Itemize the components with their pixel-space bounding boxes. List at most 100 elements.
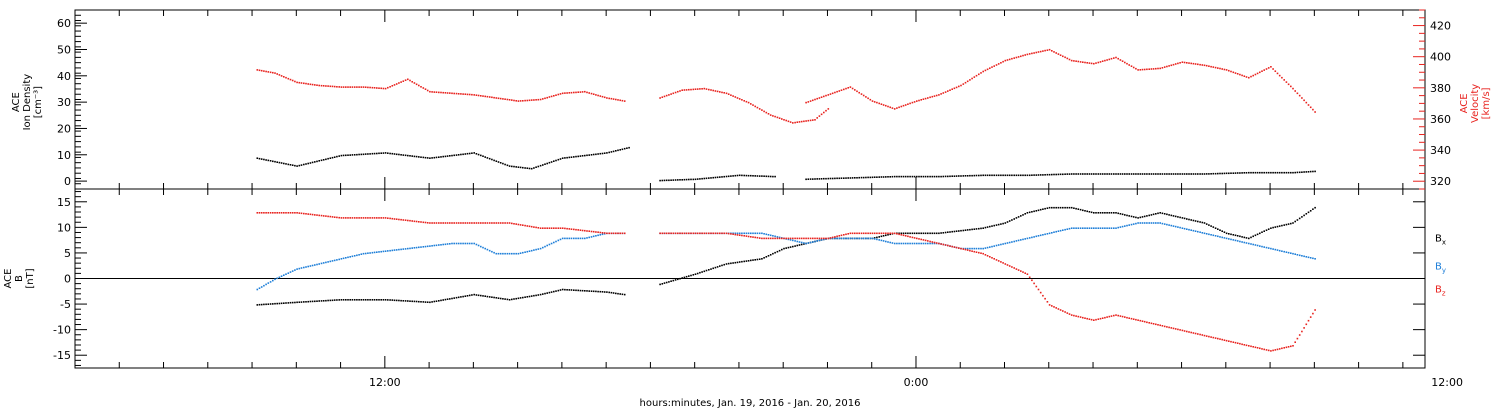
density-seg1-point: [1020, 174, 1022, 177]
bx-seg1-point: [692, 274, 695, 276]
velocity-seg2-point: [1290, 85, 1292, 88]
velocity-seg2-point: [1210, 65, 1212, 68]
y-left-tick-label: 40: [57, 70, 71, 83]
bz-seg1-point: [1283, 347, 1285, 349]
velocity-seg0-point: [595, 94, 597, 96]
density-seg1-point: [1241, 172, 1243, 174]
velocity-seg1-point: [723, 92, 725, 94]
bz-seg1-point: [913, 237, 916, 239]
density-seg1-point: [958, 175, 960, 177]
velocity-seg2-point: [1082, 61, 1084, 63]
velocity-seg2-point: [898, 106, 900, 109]
bx-seg0-point: [336, 299, 338, 301]
velocity-seg1-point: [665, 94, 668, 97]
bz-seg0-point: [568, 228, 571, 230]
density-seg1-point: [931, 175, 934, 178]
bz-seg1-point: [769, 237, 772, 240]
by-seg0-point: [564, 237, 566, 240]
velocity-seg2-point: [947, 90, 949, 92]
velocity-seg0-point: [358, 86, 360, 88]
density-seg0-point: [577, 155, 579, 158]
density-seg0-point: [358, 153, 360, 156]
by-seg1-point: [1026, 237, 1029, 240]
y-bottom-tick-label: -5: [60, 298, 71, 311]
density-seg1-point: [1002, 174, 1004, 177]
by-seg0-point: [278, 276, 281, 279]
y-right-axis-title-line: Velocity: [1470, 84, 1481, 123]
bz-seg1-point: [1139, 319, 1142, 322]
bz-seg1-point: [955, 246, 958, 249]
by-seg0-point: [599, 234, 602, 236]
density-seg1-point: [1008, 174, 1011, 177]
bx-seg0-point: [289, 301, 292, 304]
bz-seg1-point: [1217, 337, 1219, 340]
bz-seg1-point: [743, 235, 745, 237]
by-seg1-point: [1243, 241, 1246, 244]
velocity-seg2-point: [1250, 75, 1252, 78]
bz-seg1-point: [674, 232, 677, 235]
velocity-seg0-point: [320, 84, 323, 87]
density-seg2-point: [714, 176, 717, 179]
by-seg1-point: [1263, 246, 1265, 248]
bx-seg0-point: [435, 300, 438, 302]
velocity-seg2-point: [1079, 61, 1082, 63]
bz-seg0-point: [533, 226, 535, 228]
bz-seg0-point: [356, 217, 358, 219]
bz-seg0-point: [444, 222, 447, 224]
by-seg1-point: [1270, 247, 1272, 250]
y-bottom-tick-label: -15: [53, 349, 71, 362]
by-seg0-point: [384, 250, 387, 252]
bx-seg1-point: [1168, 214, 1170, 216]
bx-seg0-point: [378, 299, 380, 301]
by-seg1-point: [1283, 250, 1285, 253]
by-seg1-point: [1101, 227, 1104, 229]
bz-seg0-point: [333, 216, 336, 218]
bx-seg1-point: [1278, 225, 1281, 227]
bx-seg0-point: [559, 289, 562, 291]
velocity-seg2-point: [958, 85, 960, 88]
density-seg1-point: [1143, 173, 1146, 175]
by-seg0-point: [274, 278, 276, 281]
velocity-seg2-point: [1276, 72, 1279, 75]
density-seg1-point: [814, 178, 816, 180]
velocity-seg1-point: [794, 121, 796, 124]
density-seg0-point: [400, 154, 402, 156]
by-seg1-point: [1106, 227, 1108, 229]
velocity-seg2-point: [962, 83, 965, 85]
bz-seg1-point: [789, 237, 792, 240]
velocity-seg2-point: [1157, 67, 1159, 70]
bz-seg0-point: [325, 215, 327, 217]
y-right-axis-title-line: [km/s]: [1481, 87, 1492, 119]
bx-seg1-point: [774, 251, 776, 254]
density-seg1-point: [1101, 173, 1104, 175]
bz-seg1-point: [1303, 327, 1305, 329]
density-seg1-point: [878, 176, 880, 178]
by-seg1-point: [1055, 230, 1057, 233]
velocity-seg2-point: [891, 107, 894, 109]
velocity-seg0-point: [318, 84, 320, 87]
density-seg1-point: [1221, 172, 1223, 175]
bx-seg1-point: [1148, 214, 1150, 217]
bz-seg1-point: [1017, 269, 1020, 271]
velocity-seg2-point: [1294, 90, 1296, 92]
density-seg1-point: [1274, 171, 1277, 174]
velocity-seg0-point: [267, 71, 270, 73]
by-seg1-point: [1059, 229, 1062, 232]
density-seg2-point: [769, 175, 772, 178]
velocity-seg0-point: [573, 91, 575, 94]
density-seg1-point: [1066, 173, 1069, 175]
by-seg1-point: [820, 239, 823, 241]
velocity-seg2-point: [871, 100, 874, 102]
density-seg1-point: [916, 175, 918, 178]
bx-seg1-point: [927, 232, 929, 235]
bz-seg1-point: [1270, 350, 1272, 352]
density-seg1-point: [838, 177, 841, 180]
bz-seg1-point: [719, 232, 721, 235]
density-seg0-point: [557, 158, 560, 161]
velocity-seg1-point: [820, 113, 823, 116]
by-seg1-point: [1048, 232, 1051, 235]
velocity-seg2-point: [1159, 67, 1161, 70]
bz-seg0-point: [272, 212, 274, 214]
by-seg1-point: [927, 242, 929, 245]
bz-seg1-point: [816, 237, 818, 240]
